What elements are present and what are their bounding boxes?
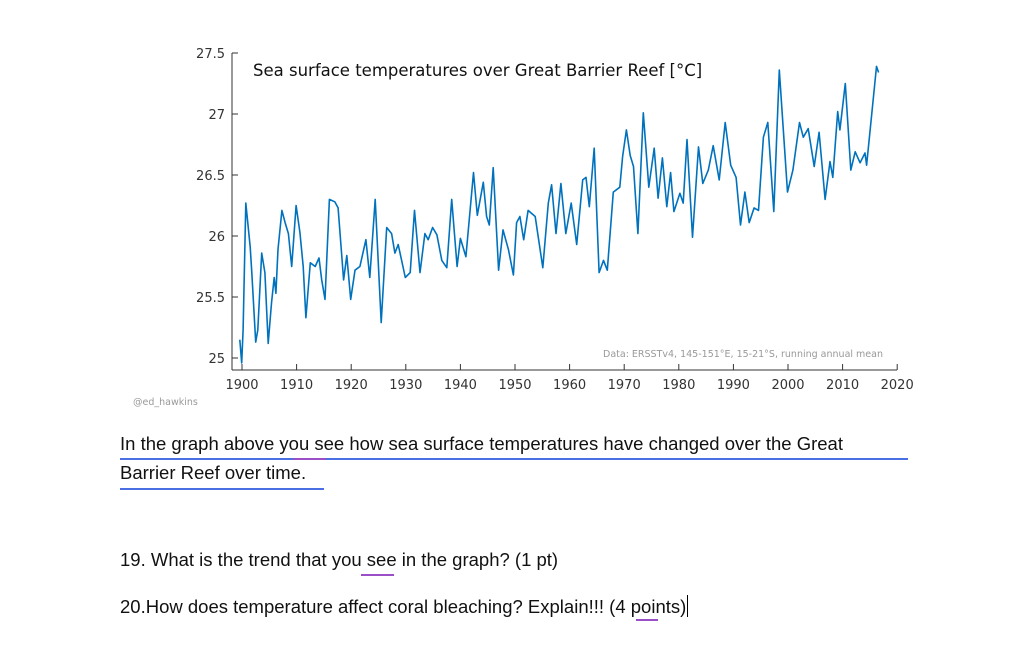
y-tick-label: 25 bbox=[208, 352, 225, 367]
intro-line-2: Barrier Reef over time. bbox=[120, 462, 307, 483]
y-tick-label: 26.5 bbox=[196, 169, 225, 184]
x-tick-label: 1950 bbox=[498, 378, 531, 393]
chart-title: Sea surface temperatures over Great Barr… bbox=[253, 61, 702, 80]
x-tick-label: 1940 bbox=[444, 378, 477, 393]
sst-chart: 25 25.5 26 26.5 27 27.5 1900 1910 1920 1930 1940 1… bbox=[133, 47, 914, 408]
x-tick-label: 2000 bbox=[771, 378, 804, 393]
x-tick-label: 1990 bbox=[717, 378, 750, 393]
x-tick-label: 1920 bbox=[335, 378, 368, 393]
y-tick-label: 27.5 bbox=[196, 47, 225, 62]
credit-watermark: @ed_hawkins bbox=[133, 397, 198, 408]
x-tick-label: 1980 bbox=[662, 378, 695, 393]
x-tick-label: 1930 bbox=[389, 378, 422, 393]
x-tick-label: 1900 bbox=[225, 378, 258, 393]
grammar-underline bbox=[120, 458, 908, 460]
x-tick-label: 1960 bbox=[553, 378, 586, 393]
y-tick-label: 27 bbox=[208, 108, 225, 123]
x-tick-label: 2020 bbox=[881, 378, 914, 393]
x-tick-label: 1970 bbox=[608, 378, 641, 393]
y-tick-label: 26 bbox=[208, 230, 225, 245]
question-19[interactable]: 19. What is the trend that you see in th… bbox=[120, 549, 559, 570]
temperature-line bbox=[239, 65, 880, 364]
intro-line-1: In the graph above you see how sea surfa… bbox=[120, 433, 843, 454]
question-20-text: 20.How does temperature affect coral ble… bbox=[120, 596, 687, 617]
spelling-underline bbox=[361, 574, 394, 576]
y-tick-label: 25.5 bbox=[196, 291, 225, 306]
spelling-underline bbox=[636, 619, 658, 621]
question-20[interactable]: 20.How does temperature affect coral ble… bbox=[120, 595, 689, 618]
text-cursor bbox=[687, 595, 689, 617]
spelling-underline bbox=[293, 458, 326, 460]
x-tick-label: 2010 bbox=[826, 378, 859, 393]
grammar-underline bbox=[120, 488, 324, 490]
x-tick-label: 1910 bbox=[280, 378, 313, 393]
data-source-note: Data: ERSSTv4, 145-151°E, 15-21°S, runni… bbox=[603, 349, 883, 360]
